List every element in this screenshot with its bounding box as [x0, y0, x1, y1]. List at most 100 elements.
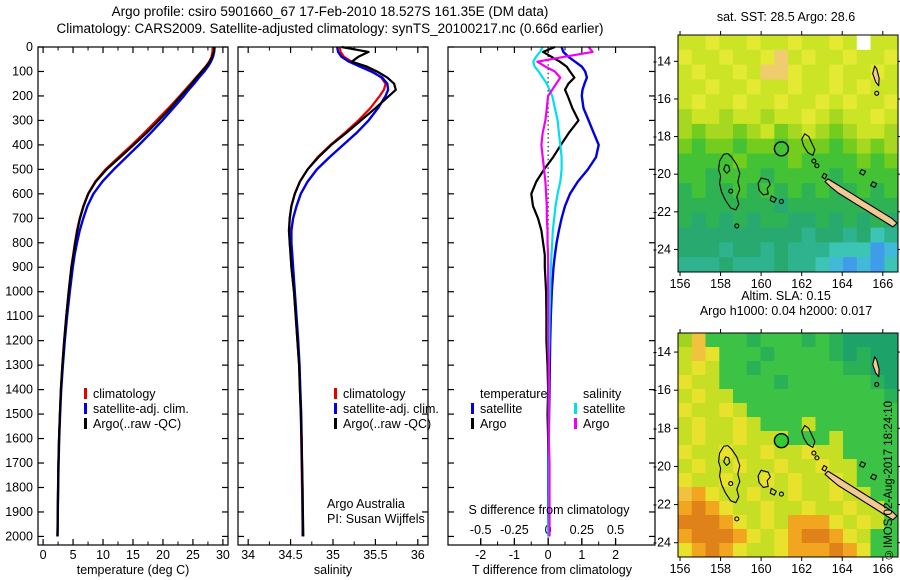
legend-header: salinity — [574, 386, 625, 401]
svg-text:-18: -18 — [653, 130, 671, 144]
svg-text:36: 36 — [411, 548, 425, 562]
svg-text:34: 34 — [241, 548, 255, 562]
svg-text:800: 800 — [12, 236, 33, 250]
sdiff-axis-label: S difference from climatology — [468, 503, 630, 517]
t-argo-swatch — [471, 418, 474, 429]
sla-map-title-line1: Altim. SLA: 0.15 — [741, 289, 831, 303]
svg-text:1500: 1500 — [5, 407, 33, 421]
reef-contour-dot — [734, 516, 740, 522]
svg-text:0: 0 — [40, 548, 47, 562]
island-landmass — [824, 178, 898, 228]
svg-text:1700: 1700 — [5, 456, 33, 470]
legend-label: temperature — [480, 386, 548, 401]
difference_profile: -2 -1 0 1 2-0.5 -0.25 0 0.25 0.5 — [447, 45, 656, 562]
legend-item: Argo(..raw -QC) — [334, 416, 439, 431]
reef-contour — [723, 164, 731, 174]
reef-contour — [821, 172, 828, 180]
legend-label: satellite — [583, 401, 626, 416]
svg-text:1300: 1300 — [5, 358, 33, 372]
figure-title-line1: Argo profile: csiro 5901660_67 17-Feb-20… — [111, 4, 549, 19]
salinity_profile: 34 34.5 35 35.5 36 — [237, 45, 429, 562]
svg-text:-24: -24 — [653, 242, 671, 256]
temp-xaxis-label: temperature (deg C) — [76, 563, 190, 577]
series-s-argo — [536, 46, 594, 537]
svg-text:400: 400 — [12, 138, 33, 152]
reef-contour-dot — [874, 90, 880, 96]
legend-label: Argo — [480, 416, 507, 431]
reef-contour — [757, 469, 771, 488]
reef-contour-dot — [778, 491, 784, 497]
legend-item: satellite — [471, 401, 547, 416]
legend-label: satellite — [480, 401, 523, 416]
imos-watermark: ©IMOS 02-Aug-2017 18:24:10 — [883, 400, 895, 560]
reef-contour-dot — [811, 450, 817, 456]
tdiff-legend: temperature satellite Argo — [471, 386, 547, 431]
plot-box — [237, 46, 429, 546]
svg-text:-14: -14 — [653, 345, 671, 359]
reef-contour — [858, 461, 867, 468]
reef-contour-dot — [811, 158, 817, 164]
salinity-xaxis-label: salinity — [313, 563, 353, 577]
legend-item: Argo — [574, 416, 625, 431]
legend-label: satellite-adj. clim. — [93, 401, 189, 416]
svg-text:-0.5: -0.5 — [470, 523, 492, 537]
float-position-marker — [773, 433, 790, 449]
legend-header: temperature — [471, 386, 547, 401]
series-climatology — [56, 46, 214, 537]
reef-contour — [757, 177, 771, 196]
sdiff-legend: salinity satellite Argo — [574, 386, 625, 431]
legend-label: Argo(..raw -QC) — [93, 416, 182, 431]
reef-contour-dot — [728, 481, 734, 487]
map-surface — [678, 333, 898, 557]
s-satellite-swatch — [574, 403, 577, 414]
svg-text:-20: -20 — [653, 167, 671, 181]
svg-text:156: 156 — [670, 277, 691, 291]
svg-text:164: 164 — [832, 277, 853, 291]
salinity-legend: climatology satellite-adj. clim. Argo(..… — [334, 386, 439, 431]
map-surface — [678, 35, 898, 272]
svg-text:-0.25: -0.25 — [500, 523, 529, 537]
map-border — [677, 34, 899, 273]
series-t-satellite — [547, 46, 600, 537]
climatology-swatch — [334, 388, 337, 399]
legend-item: Argo — [471, 416, 547, 431]
reef-contour — [801, 424, 816, 448]
tdiff-xaxis-label: T difference from climatology — [471, 563, 633, 577]
island-landmass — [872, 356, 880, 378]
temperature_profile: 0 5 10 15 20 25 300100200300400500600700800900… — [5, 40, 230, 562]
svg-text:-24: -24 — [653, 536, 671, 550]
satellite-clim-swatch — [334, 403, 337, 414]
plot-box — [37, 46, 229, 546]
series-t-argo — [530, 45, 580, 537]
legend-label: satellite-adj. clim. — [343, 401, 439, 416]
svg-text:162: 162 — [791, 562, 812, 576]
reef-contour — [821, 464, 828, 472]
sst_map: 156 158 160 162 164 166 -14 -16 -18 -20 -22 -24 — [653, 31, 900, 291]
legend-label: climatology — [93, 386, 156, 401]
svg-text:156: 156 — [670, 562, 691, 576]
svg-text:300: 300 — [12, 113, 33, 127]
svg-text:-20: -20 — [653, 459, 671, 473]
svg-text:20: 20 — [156, 548, 170, 562]
org-note: Argo Australia — [327, 497, 405, 511]
svg-text:25: 25 — [186, 548, 200, 562]
svg-text:1400: 1400 — [5, 383, 33, 397]
series-satellite-adj-clim- — [56, 46, 216, 537]
temp-legend: climatology satellite-adj. clim. Argo(..… — [84, 386, 189, 431]
svg-text:2000: 2000 — [5, 529, 33, 543]
map-border — [677, 332, 899, 558]
svg-text:158: 158 — [710, 562, 731, 576]
series-argo-raw-qc- — [56, 46, 216, 537]
legend-label: salinity — [583, 386, 622, 401]
reef-contour-dot — [814, 163, 820, 169]
legend-label: Argo — [583, 416, 610, 431]
legend-label: Argo(..raw -QC) — [343, 416, 432, 431]
argo-swatch — [334, 418, 337, 429]
svg-text:-2: -2 — [475, 548, 486, 562]
reef-contour-dot — [814, 455, 820, 461]
svg-text:1: 1 — [578, 548, 585, 562]
sla-map-title-line2: Argo h1000: 0.04 h2000: 0.017 — [699, 304, 873, 318]
svg-text:1600: 1600 — [5, 432, 33, 446]
